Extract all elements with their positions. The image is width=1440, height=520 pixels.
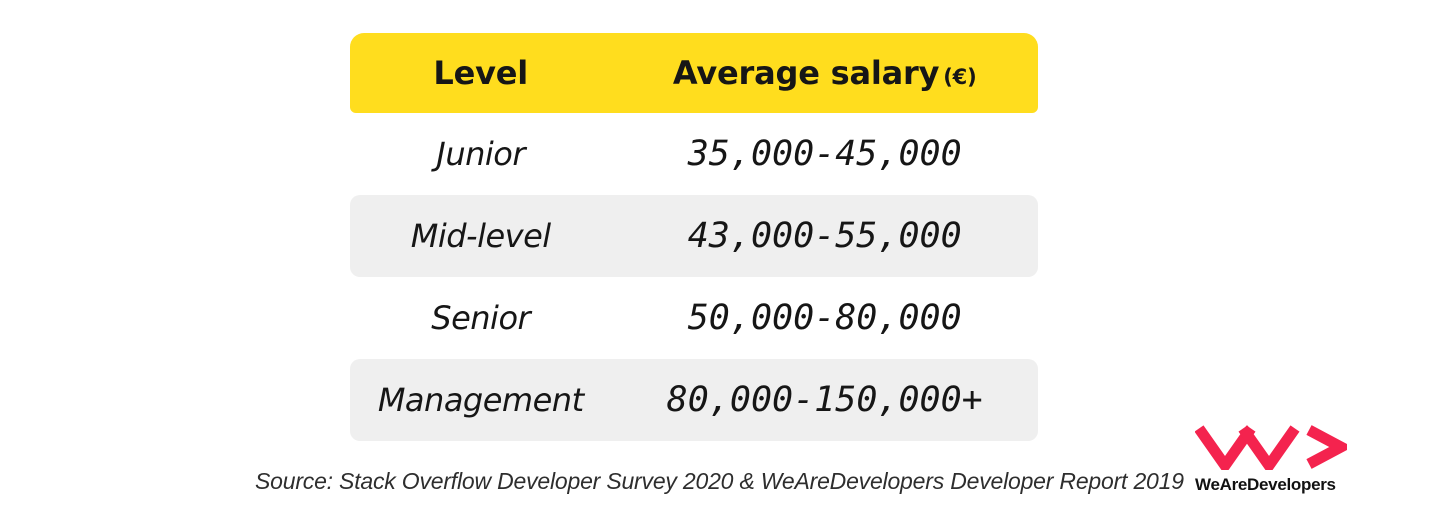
table-row-junior: Junior 35,000-45,000 [350, 113, 1038, 195]
table-header-row: Level Average salary (€) [350, 33, 1038, 113]
level-cell: Junior [436, 135, 526, 173]
level-cell: Mid-level [410, 217, 551, 255]
header-level: Level [433, 54, 529, 92]
table-row-senior: Senior 50,000-80,000 [350, 277, 1038, 359]
table-row-mid-level: Mid-level 43,000-55,000 [350, 195, 1038, 277]
brand-wordmark: WeAreDevelopers [1195, 475, 1336, 494]
salary-cell: 35,000-45,000 [687, 134, 962, 174]
header-salary-label: Average salary [672, 54, 940, 92]
level-cell: Management [377, 381, 584, 419]
salary-cell: 50,000-80,000 [687, 298, 962, 338]
source-citation: Source: Stack Overflow Developer Survey … [255, 468, 1184, 494]
salary-cell: 43,000-55,000 [687, 216, 962, 256]
level-cell: Senior [431, 299, 531, 337]
wearedevelopers-mark-icon [1195, 425, 1347, 470]
table-row-management: Management 80,000-150,000+ [350, 359, 1038, 441]
header-salary-unit: (€) [943, 65, 977, 89]
wearedevelopers-logo: WeAreDevelopers [1195, 424, 1350, 495]
header-salary: Average salary (€) [611, 54, 1038, 92]
salary-table: Level Average salary (€) Junior 35,000-45… [350, 33, 1038, 441]
salary-cell: 80,000-150,000+ [666, 380, 983, 420]
